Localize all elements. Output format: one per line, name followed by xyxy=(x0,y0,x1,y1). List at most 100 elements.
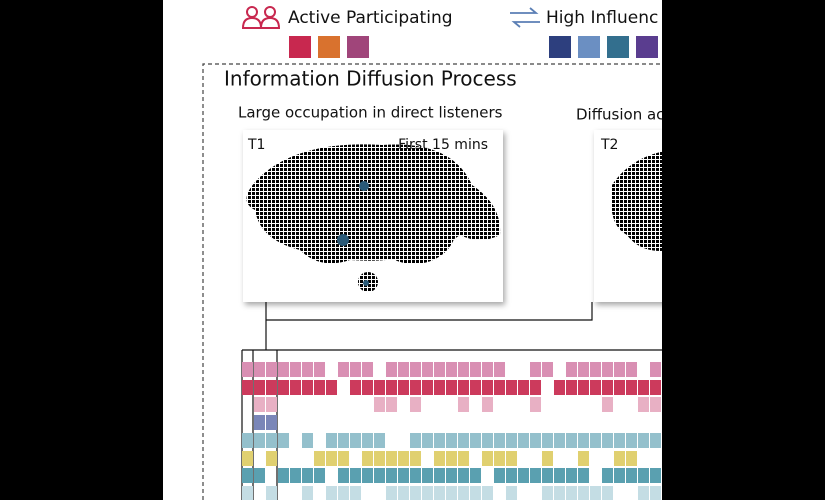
timeline-cell xyxy=(290,380,301,395)
timeline-cell xyxy=(410,468,421,483)
legend-label: High Influenc xyxy=(546,8,658,28)
timeline-cell xyxy=(338,451,349,466)
timeline-cell xyxy=(410,433,421,448)
timeline-cell xyxy=(254,362,265,377)
timeline-cell xyxy=(326,451,337,466)
timeline-cell xyxy=(350,433,361,448)
timeline-cell xyxy=(446,362,457,377)
timeline-cell xyxy=(578,468,589,483)
connector xyxy=(241,302,662,500)
timeline-cell xyxy=(242,468,253,483)
swatch xyxy=(636,36,658,58)
timeline-cell xyxy=(266,362,277,377)
timeline-cell xyxy=(362,380,373,395)
timeline-cell xyxy=(650,486,661,500)
timeline-cell xyxy=(350,486,361,500)
panel-caption: Diffusion ac xyxy=(576,106,664,124)
timeline-cell xyxy=(398,486,409,500)
timeline-cell xyxy=(602,362,613,377)
timeline-cell xyxy=(266,415,277,430)
timeline-cell xyxy=(458,397,469,412)
timeline-cell xyxy=(458,451,469,466)
swatch xyxy=(289,36,311,58)
timeline-cell xyxy=(578,362,589,377)
timeline-cell xyxy=(386,362,397,377)
timeline-cell xyxy=(614,362,625,377)
timeline-cell xyxy=(254,415,265,430)
timeline-cell xyxy=(434,433,445,448)
timeline-cell xyxy=(326,380,337,395)
timeline-cell xyxy=(626,362,637,377)
timeline xyxy=(242,362,661,500)
timeline-cell xyxy=(626,433,637,448)
timeline-cell xyxy=(266,397,277,412)
timeline-cell xyxy=(362,362,373,377)
timeline-cell xyxy=(278,380,289,395)
timeline-cell xyxy=(566,362,577,377)
timeline-cell xyxy=(494,451,505,466)
timeline-cell xyxy=(482,486,493,500)
timeline-cell xyxy=(518,380,529,395)
timeline-cell xyxy=(518,433,529,448)
timeline-cell xyxy=(386,380,397,395)
timeline-cell xyxy=(650,380,661,395)
timeline-cell xyxy=(626,451,637,466)
timeline-cell xyxy=(326,486,337,500)
timeline-cell xyxy=(458,362,469,377)
timeline-cell xyxy=(566,380,577,395)
timeline-cell xyxy=(398,362,409,377)
timeline-cell xyxy=(578,380,589,395)
timeline-cell xyxy=(302,433,313,448)
section-border xyxy=(202,63,662,500)
panel-label: T1 xyxy=(247,137,265,153)
timeline-cell xyxy=(458,468,469,483)
timeline-cell xyxy=(650,433,661,448)
timeline-cell xyxy=(374,380,385,395)
timeline-cell xyxy=(326,433,337,448)
panel-label: T2 xyxy=(600,137,618,153)
timeline-cell xyxy=(446,486,457,500)
timeline-cell xyxy=(458,433,469,448)
timeline-cell xyxy=(242,380,253,395)
timeline-cell xyxy=(254,468,265,483)
timeline-cell xyxy=(422,486,433,500)
timeline-cell xyxy=(650,468,661,483)
timeline-cell xyxy=(290,468,301,483)
timeline-cell xyxy=(506,486,517,500)
timeline-cell xyxy=(266,486,277,500)
legend-label: Active Participating xyxy=(288,8,453,28)
timeline-cell xyxy=(590,362,601,377)
timeline-cell xyxy=(458,380,469,395)
timeline-cell xyxy=(590,433,601,448)
timeline-cell xyxy=(518,468,529,483)
timeline-cell xyxy=(374,468,385,483)
timeline-cell xyxy=(494,433,505,448)
timeline-cell xyxy=(278,362,289,377)
timeline-cell xyxy=(530,380,541,395)
timeline-cell xyxy=(494,468,505,483)
timeline-cell xyxy=(350,468,361,483)
timeline-cell xyxy=(614,433,625,448)
timeline-cell xyxy=(374,433,385,448)
timeline-cell xyxy=(410,486,421,500)
timeline-cell xyxy=(482,451,493,466)
timeline-cell xyxy=(482,362,493,377)
timeline-cell xyxy=(278,468,289,483)
swatch xyxy=(318,36,340,58)
timeline-cell xyxy=(446,468,457,483)
timeline-cell xyxy=(602,380,613,395)
section-title: Information Diffusion Process xyxy=(224,67,517,91)
timeline-cell xyxy=(374,451,385,466)
timeline-cell xyxy=(338,362,349,377)
timeline-cell xyxy=(578,433,589,448)
timeline-cell xyxy=(554,486,565,500)
panel-caption: Large occupation in direct listeners xyxy=(238,104,503,122)
timeline-cell xyxy=(434,451,445,466)
swatch xyxy=(347,36,369,58)
timeline-cell xyxy=(566,468,577,483)
timeline-cell xyxy=(314,451,325,466)
swatch xyxy=(578,36,600,58)
timeline-cell xyxy=(242,451,253,466)
timeline-cell xyxy=(434,362,445,377)
timeline-cell xyxy=(626,468,637,483)
